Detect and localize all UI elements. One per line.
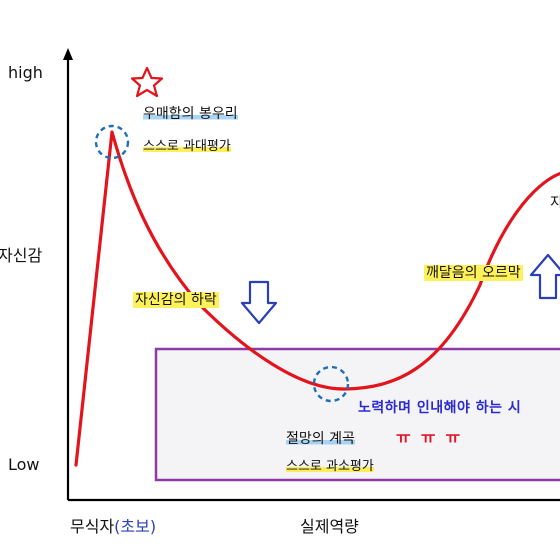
- star-icon: [130, 66, 164, 98]
- down-arrow-icon: [240, 280, 278, 325]
- valley-sub: 스스로 과소평가: [286, 459, 374, 474]
- valley-title-wrap: 절망의 계곡: [286, 428, 355, 448]
- valley-sub-wrap: 스스로 과소평가: [286, 455, 374, 474]
- rise-label: 깨달음의 오르막: [424, 265, 523, 281]
- x-start-paren: (초보): [114, 517, 157, 536]
- y-high-label: high: [8, 63, 43, 82]
- decline-wrap: 자신감의 하락: [133, 289, 219, 309]
- valley-dashed-circle: [312, 365, 350, 403]
- y-axis-arrowhead: [63, 48, 73, 60]
- box-tt-text: ㅠㅠㅠ: [396, 428, 471, 447]
- up-arrow-icon: [529, 253, 560, 300]
- x-start-label: 무식자(초보): [70, 513, 156, 537]
- y-low-label: Low: [8, 455, 40, 474]
- peak-title-wrap: 우매함의 봉우리: [143, 103, 238, 123]
- valley-title: 절망의 계곡: [286, 431, 355, 447]
- peak-dashed-circle: [94, 124, 130, 160]
- x-axis-title: 실제역량: [300, 517, 359, 536]
- rise-wrap: 깨달음의 오르막: [424, 262, 523, 282]
- decline-label: 자신감의 하락: [133, 292, 219, 308]
- box-text: 노력하며 인내해야 하는 시: [358, 400, 522, 416]
- perseverance-region-box: [154, 347, 560, 482]
- confidence-curve: [74, 130, 560, 467]
- x-start-prefix: 무식자: [70, 517, 115, 536]
- y-axis-title: 자신감: [0, 246, 43, 265]
- peak-title: 우매함의 봉우리: [143, 106, 238, 122]
- peak-sub-wrap: 스스로 과대평가: [143, 135, 231, 154]
- cut-off-char: 지: [550, 195, 560, 211]
- peak-sub: 스스로 과대평가: [143, 139, 231, 154]
